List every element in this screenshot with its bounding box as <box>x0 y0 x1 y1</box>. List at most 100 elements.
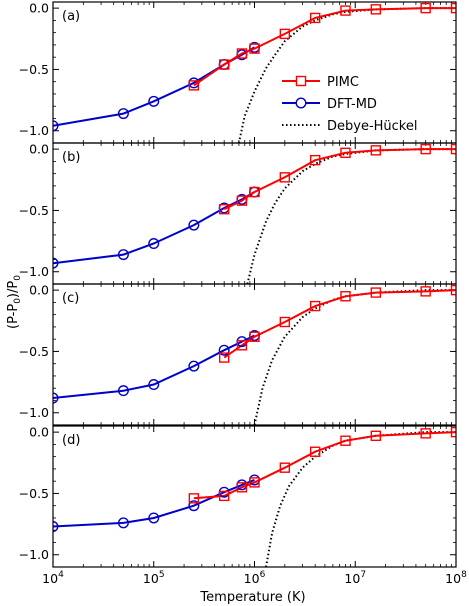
y-tick-label: −0.5 <box>19 203 49 218</box>
panel-series <box>53 143 456 284</box>
dft-md-point <box>117 385 129 397</box>
dft-md-point <box>117 517 129 529</box>
dft-md-point <box>218 344 230 356</box>
panel-series <box>53 284 456 425</box>
dft-md-point <box>188 219 200 231</box>
pimc-point <box>218 59 230 70</box>
pimc-point <box>450 143 456 155</box>
pimc-point <box>218 490 230 502</box>
pimc-line <box>193 431 456 500</box>
debye-huckel-line <box>253 289 456 425</box>
panel-3: 0.0 −0.5 −1.0 (c) <box>19 283 457 426</box>
x-axis-label: Temperature (K) <box>199 590 305 605</box>
legend-marker <box>295 75 307 87</box>
y-tick-label: −0.5 <box>19 344 49 359</box>
pimc-point <box>370 287 382 298</box>
x-tick-label: 105 <box>143 570 165 586</box>
x-tick-label: 108 <box>445 570 467 586</box>
pimc-point <box>188 493 200 504</box>
y-axis-label: (P-P0)/P0 <box>6 275 23 329</box>
dft-md-point <box>148 512 160 524</box>
dft-md-line <box>53 478 255 528</box>
pimc-point <box>420 143 431 155</box>
x-tick-label: 104 <box>42 570 64 586</box>
y-tick-label: −1.0 <box>19 264 49 279</box>
legend-label: DFT-MD <box>327 97 377 112</box>
pimc-point <box>340 435 351 446</box>
legend-label: PIMC <box>327 75 359 90</box>
y-tick-label: −1.0 <box>19 547 49 562</box>
pimc-point <box>188 80 200 91</box>
dft-md-point <box>148 238 160 250</box>
pimc-point <box>249 43 260 54</box>
pimc-point <box>279 316 291 328</box>
dft-md-point <box>117 108 129 120</box>
pimc-point <box>236 195 248 206</box>
pimc-point <box>236 48 248 59</box>
pimc-point <box>370 145 382 156</box>
y-tick-label: 0.0 <box>29 1 49 16</box>
dft-md-line <box>53 334 255 399</box>
dft-md-point <box>188 500 200 512</box>
panel-label: (d) <box>62 433 80 448</box>
pimc-point <box>340 291 351 302</box>
y-tick-label: −0.5 <box>19 62 49 77</box>
debye-huckel-line <box>265 431 456 567</box>
panel-frame <box>52 142 457 285</box>
panels: 0.0 −0.5 −1.0 (a) PIMC DFT-MD Debye-Hückel 0.0 −… <box>19 1 467 586</box>
pimc-point <box>249 186 260 198</box>
dft-md-line <box>53 46 256 127</box>
pimc-point <box>450 2 456 14</box>
panel-1: 0.0 −0.5 −1.0 (a) PIMC DFT-MD Debye-Hückel <box>19 1 457 144</box>
panel-series <box>53 426 456 567</box>
panel-label: (a) <box>62 9 80 24</box>
pimc-line <box>223 148 456 211</box>
pimc-point <box>236 340 248 351</box>
panel-2: 0.0 −0.5 −1.0 (b) <box>19 142 457 285</box>
y-tick-label: 0.0 <box>29 283 49 298</box>
pimc-point <box>279 462 291 473</box>
pimc-point <box>340 147 351 159</box>
dft-md-point <box>188 360 200 372</box>
dft-md-point <box>148 379 160 391</box>
pimc-point <box>420 2 431 14</box>
y-tick-label: −0.5 <box>19 486 49 501</box>
pimc-line <box>223 289 456 359</box>
pimc-point <box>420 428 431 439</box>
pimc-point <box>309 446 321 457</box>
pimc-point <box>279 172 291 183</box>
x-tick-label: 106 <box>244 570 266 586</box>
panel-label: (c) <box>62 291 79 306</box>
debye-huckel-line <box>246 148 456 284</box>
pimc-point <box>420 286 431 297</box>
y-tick-label: −1.0 <box>19 405 49 420</box>
pimc-line <box>193 7 456 87</box>
pimc-point <box>370 4 382 15</box>
pimc-point <box>309 154 321 166</box>
pimc-point <box>218 352 230 363</box>
pimc-point <box>279 28 291 40</box>
pimc-point <box>249 331 260 342</box>
pimc-point <box>370 430 382 442</box>
dft-md-point <box>148 95 160 107</box>
panel-frame <box>52 283 457 426</box>
pimc-point <box>249 477 260 488</box>
legend-marker <box>295 97 307 109</box>
dft-md-point <box>117 249 129 261</box>
panel-frame <box>52 425 457 568</box>
y-tick-label: 0.0 <box>29 425 49 440</box>
y-tick-label: 0.0 <box>29 142 49 157</box>
pimc-point <box>218 204 230 215</box>
legend: PIMC DFT-MD Debye-Hückel <box>282 75 417 134</box>
panel-label: (b) <box>62 150 80 165</box>
panel-series <box>53 2 456 143</box>
y-tick-label: −1.0 <box>19 123 49 138</box>
pimc-point <box>340 5 351 16</box>
pimc-point <box>450 284 456 296</box>
pimc-point <box>309 12 321 24</box>
pimc-point <box>309 300 321 312</box>
legend-label: Debye-Hückel <box>327 119 417 134</box>
pimc-point <box>450 426 456 438</box>
x-tick-label: 107 <box>344 570 366 586</box>
